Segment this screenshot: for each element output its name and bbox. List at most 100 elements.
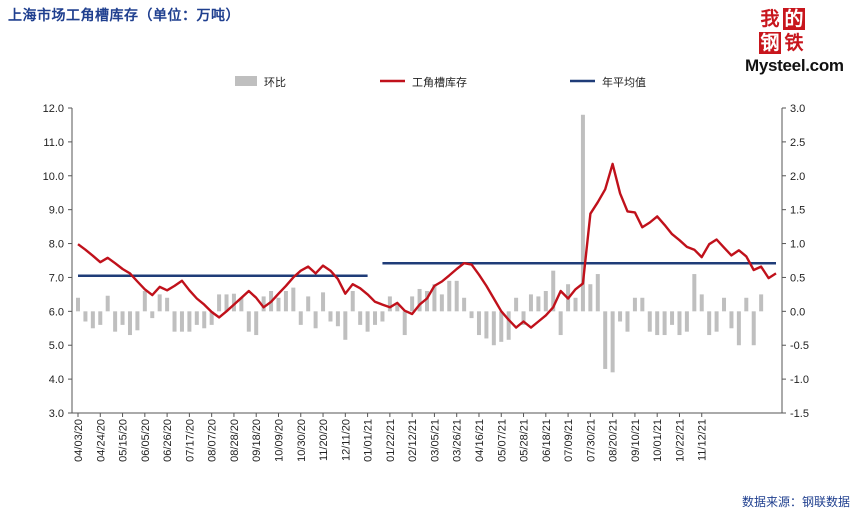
wow-bar — [387, 296, 392, 312]
x-tick-label: 05/15/20 — [118, 419, 130, 462]
wow-bar — [514, 297, 519, 312]
wow-bar — [692, 274, 697, 312]
right-tick-label: 0.0 — [790, 306, 805, 318]
x-tick-label: 11/20/20 — [318, 419, 330, 461]
wow-bar — [120, 311, 125, 325]
data-source: 数据来源：钢联数据 — [741, 495, 850, 509]
wow-bar — [521, 311, 526, 325]
wow-bar — [454, 280, 459, 312]
wow-bar — [677, 311, 682, 336]
wow-bar — [528, 294, 533, 312]
wow-bar — [276, 297, 281, 312]
logo-char-1: 我 — [759, 8, 781, 30]
wow-bar — [476, 311, 481, 336]
chart-title: 上海市场工角槽库存（单位：万吨） — [8, 8, 240, 24]
wow-bar — [759, 294, 764, 312]
wow-bar — [506, 311, 511, 340]
wow-bar — [684, 311, 689, 332]
x-tick-label: 07/30/21 — [585, 419, 597, 462]
wow-bar — [261, 296, 266, 312]
wow-bar — [306, 296, 311, 312]
wow-bar — [744, 297, 749, 312]
wow-bar — [595, 274, 600, 312]
wow-bar — [558, 311, 563, 336]
wow-bar — [603, 311, 608, 369]
wow-bar — [313, 311, 318, 329]
x-tick-label: 10/22/21 — [674, 419, 686, 462]
left-tick-label: 12.0 — [43, 103, 64, 115]
wow-bar — [239, 297, 244, 312]
wow-bar — [640, 297, 645, 312]
x-tick-label: 12/11/20 — [340, 419, 352, 461]
wow-bar — [254, 311, 259, 336]
wow-bar — [499, 311, 504, 342]
x-tick-label: 06/26/20 — [162, 419, 174, 462]
wow-bar — [714, 311, 719, 332]
wow-bar — [358, 311, 363, 325]
wow-bar — [751, 311, 756, 346]
right-tick-label: -1.5 — [790, 408, 809, 420]
right-tick-label: 1.5 — [790, 205, 805, 217]
wow-bar — [291, 287, 296, 312]
right-tick-label: -1.0 — [790, 374, 809, 386]
wow-bar — [670, 311, 675, 325]
x-tick-label: 10/30/20 — [296, 419, 308, 462]
wow-bar — [395, 304, 400, 312]
wow-bar — [202, 311, 207, 329]
wow-bar — [194, 311, 199, 325]
x-tick-label: 04/03/20 — [73, 419, 85, 462]
wow-bar — [551, 270, 556, 312]
wow-bar — [113, 311, 118, 332]
wow-bar — [90, 311, 95, 329]
x-tick-label: 04/16/21 — [474, 419, 486, 462]
wow-bar — [580, 114, 585, 312]
wow-bar — [224, 294, 229, 312]
wow-bar — [157, 294, 162, 312]
wow-bar — [722, 297, 727, 312]
logo-wordmark: Mysteel.com — [745, 56, 844, 75]
wow-bar — [632, 297, 637, 312]
right-tick-label: 1.0 — [790, 239, 805, 251]
wow-bar — [447, 280, 452, 312]
x-tick-label: 03/26/21 — [452, 419, 464, 462]
wow-bar — [469, 311, 474, 319]
x-tick-label: 07/17/20 — [184, 419, 196, 462]
mysteel-logo: 我 的 钢 铁 Mysteel.com — [745, 8, 857, 76]
wow-bar — [543, 291, 548, 312]
x-tick-label: 08/28/20 — [229, 419, 241, 462]
left-tick-label: 10.0 — [43, 171, 64, 183]
wow-bar — [343, 311, 348, 340]
inventory-series-line — [77, 162, 777, 329]
wow-bar — [165, 297, 170, 312]
wow-bar — [187, 311, 192, 332]
wow-bar — [179, 311, 184, 332]
wow-bar — [462, 297, 467, 312]
x-tick-label: 08/20/21 — [608, 419, 620, 462]
wow-bar — [76, 297, 80, 312]
x-tick-label: 10/09/20 — [273, 419, 285, 462]
legend-label-bar: 环比 — [264, 76, 286, 89]
right-tick-label: 0.5 — [790, 272, 805, 284]
x-tick-label: 04/24/20 — [95, 419, 107, 462]
logo-char-3: 钢 — [759, 32, 781, 54]
right-tick-label: 2.5 — [790, 137, 805, 149]
wow-bar — [588, 284, 593, 312]
x-tick-label: 05/07/21 — [496, 419, 508, 462]
inventory-line — [77, 162, 777, 329]
x-tick-label: 09/10/21 — [630, 419, 642, 462]
wow-bar — [283, 291, 288, 312]
wow-bar — [83, 311, 88, 322]
wow-bar — [135, 311, 140, 331]
wow-bar — [402, 311, 407, 336]
wow-bar — [246, 311, 251, 332]
wow-bar — [335, 311, 340, 327]
chart-axes: 12.0 11.0 10.0 9.0 8.0 7.0 6.0 5.0 4.0 3.0 3.0 2.5 2… — [43, 103, 809, 462]
right-tick-label: 3.0 — [790, 103, 805, 115]
wow-bar — [350, 291, 355, 312]
wow-bar — [142, 291, 147, 312]
left-tick-label: 3.0 — [49, 408, 64, 420]
x-tick-label: 10/01/21 — [652, 419, 664, 462]
x-tick-label: 05/28/21 — [519, 419, 531, 462]
x-tick-label: 06/18/21 — [541, 419, 553, 462]
